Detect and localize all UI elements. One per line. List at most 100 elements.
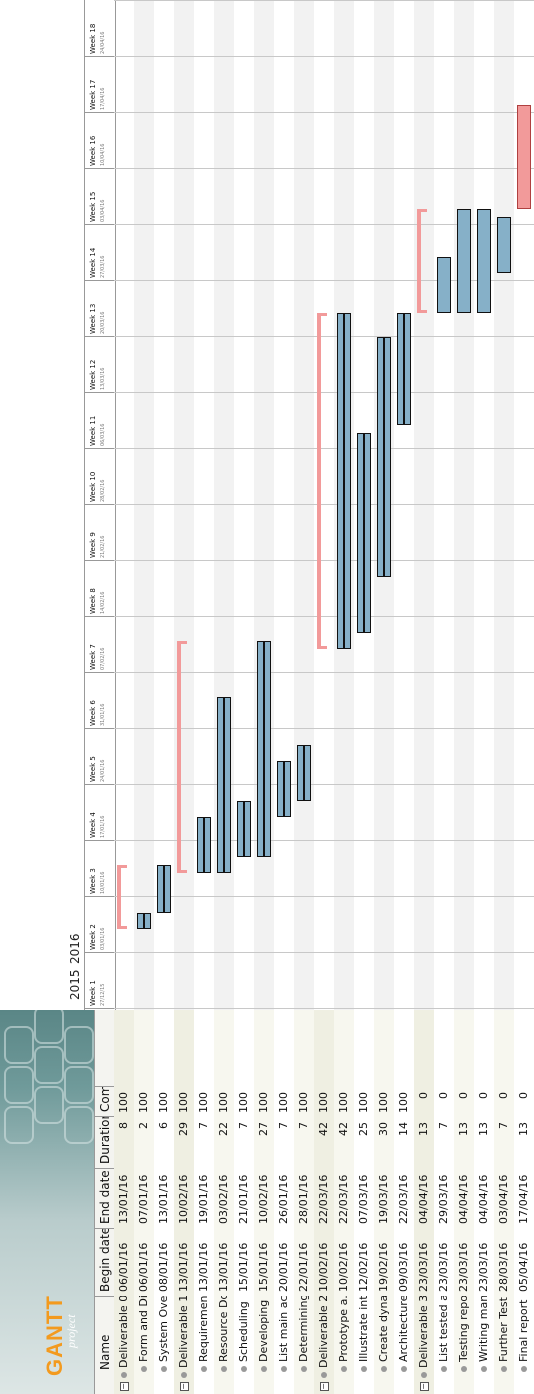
task-bar[interactable] <box>217 697 231 873</box>
task-bullet-icon <box>301 1366 307 1372</box>
summary-bar[interactable] <box>117 865 121 929</box>
task-name[interactable]: Writing man... <box>477 1296 490 1362</box>
task-bar[interactable] <box>337 313 351 649</box>
table-row[interactable]: Illustrate int... 12/02/16 07/03/16 25 100 <box>354 1010 374 1394</box>
task-bar[interactable] <box>377 337 391 577</box>
task-name[interactable]: Requirements <box>197 1296 210 1362</box>
task-bar[interactable] <box>277 761 291 817</box>
task-end: 03/02/16 <box>217 1174 230 1224</box>
task-bullet-icon <box>261 1366 267 1372</box>
task-name[interactable]: Deliverable 3 <box>417 1296 430 1368</box>
task-begin: 23/03/16 <box>437 1242 450 1292</box>
collapse-toggle-icon[interactable]: − <box>119 1382 129 1391</box>
task-name[interactable]: Create dyna... <box>377 1296 390 1362</box>
collapse-toggle-icon[interactable]: − <box>179 1382 189 1391</box>
week-label: Week 18 <box>89 23 97 54</box>
task-name[interactable]: Final report <box>517 1299 530 1362</box>
task-bar[interactable] <box>197 817 211 873</box>
column-header-duration[interactable]: Duration <box>95 1116 115 1168</box>
task-name[interactable]: List tested a... <box>437 1296 450 1362</box>
task-name[interactable]: Deliverable 2 <box>317 1296 330 1368</box>
task-bar[interactable] <box>497 217 511 273</box>
gantt-logo: GANTT project <box>0 1010 94 1394</box>
task-bar[interactable] <box>257 641 271 857</box>
task-complete: 0 <box>417 1092 430 1099</box>
table-row[interactable]: Scheduling 15/01/16 21/01/16 7 100 <box>234 1010 254 1394</box>
column-header-begin[interactable]: Begin date <box>95 1228 115 1296</box>
task-begin: 23/03/16 <box>477 1242 490 1292</box>
task-name[interactable]: List main ac... <box>277 1296 290 1362</box>
task-bar[interactable] <box>237 801 251 857</box>
table-row[interactable]: − Deliverable 3 23/03/16 04/04/16 13 0 <box>414 1010 434 1394</box>
table-row[interactable]: − Deliverable 0 06/01/16 13/01/16 8 100 <box>114 1010 134 1394</box>
task-end: 03/04/16 <box>497 1174 510 1224</box>
task-name[interactable]: Deliverable 0 <box>117 1296 130 1368</box>
summary-bar[interactable] <box>417 209 421 313</box>
table-row[interactable]: Further Testi... 28/03/16 03/04/16 7 0 <box>494 1010 514 1394</box>
task-bar[interactable] <box>397 313 411 425</box>
summary-bar[interactable] <box>177 641 181 873</box>
task-name[interactable]: Prototype a... <box>337 1296 350 1362</box>
task-complete: 100 <box>317 1092 330 1113</box>
task-name[interactable]: Deliverable 1 <box>177 1296 190 1368</box>
table-row[interactable]: Writing man... 23/03/16 04/04/16 13 0 <box>474 1010 494 1394</box>
task-name[interactable]: Form and Di... <box>137 1296 150 1362</box>
week-label: Week 1 <box>89 980 97 1006</box>
column-header-complete[interactable]: Comple... <box>95 1086 115 1116</box>
table-row[interactable]: Requirements 13/01/16 19/01/16 7 100 <box>194 1010 214 1394</box>
task-bar[interactable] <box>137 913 151 929</box>
table-row[interactable]: Resource Do... 13/01/16 03/02/16 22 100 <box>214 1010 234 1394</box>
task-name[interactable]: Testing report <box>457 1296 470 1362</box>
task-name[interactable]: Developing ... <box>257 1296 270 1362</box>
task-duration: 27 <box>257 1122 270 1136</box>
task-bar[interactable] <box>457 209 471 313</box>
week-gridline <box>114 168 534 169</box>
task-name[interactable]: Determining... <box>297 1296 310 1362</box>
chart-row <box>274 0 294 1010</box>
task-end: 04/04/16 <box>417 1174 430 1224</box>
table-row[interactable]: − Deliverable 2 10/02/16 22/03/16 42 100 <box>314 1010 334 1394</box>
task-name[interactable]: Architecture... <box>397 1296 410 1362</box>
task-name[interactable]: Resource Do... <box>217 1296 230 1362</box>
task-end: 19/03/16 <box>377 1174 390 1224</box>
task-name[interactable]: Scheduling <box>237 1301 250 1362</box>
table-row[interactable]: List main ac... 20/01/16 26/01/16 7 100 <box>274 1010 294 1394</box>
task-name[interactable]: Further Testi... <box>497 1296 510 1362</box>
logo-subtext: project <box>64 1314 78 1348</box>
task-bar[interactable] <box>477 209 491 313</box>
week-label: Week 17 <box>89 79 97 110</box>
table-row[interactable]: Create dyna... 19/02/16 19/03/16 30 100 <box>374 1010 394 1394</box>
collapse-toggle-icon[interactable]: − <box>319 1382 329 1391</box>
task-complete: 100 <box>397 1092 410 1113</box>
task-name[interactable]: Illustrate int... <box>357 1296 370 1362</box>
task-bar[interactable] <box>297 745 311 801</box>
table-row[interactable]: Final report 05/04/16 17/04/16 13 0 <box>514 1010 534 1394</box>
final-task-bar[interactable] <box>517 105 531 209</box>
collapse-toggle-icon[interactable]: − <box>419 1382 429 1391</box>
table-row[interactable]: Determining... 22/01/16 28/01/16 7 100 <box>294 1010 314 1394</box>
table-row[interactable]: Developing ... 15/01/16 10/02/16 27 100 <box>254 1010 274 1394</box>
task-name[interactable]: System Over... <box>157 1296 170 1362</box>
task-bar[interactable] <box>157 865 171 913</box>
column-header-end[interactable]: End date <box>95 1168 115 1228</box>
table-row[interactable]: System Over... 08/01/16 13/01/16 6 100 <box>154 1010 174 1394</box>
table-row[interactable]: Architecture... 09/03/16 22/03/16 14 100 <box>394 1010 414 1394</box>
table-row[interactable]: List tested a... 23/03/16 29/03/16 7 0 <box>434 1010 454 1394</box>
table-row[interactable]: − Deliverable 1 13/01/16 10/02/16 29 100 <box>174 1010 194 1394</box>
week-header-cell: Week 8 14/02/16 <box>85 561 115 617</box>
table-row[interactable]: Prototype a... 10/02/16 22/03/16 42 100 <box>334 1010 354 1394</box>
task-end: 10/02/16 <box>257 1174 270 1224</box>
week-label: Week 8 <box>89 588 97 614</box>
task-bar[interactable] <box>437 257 451 313</box>
task-bullet-icon <box>161 1366 167 1372</box>
table-row[interactable]: Form and Di... 06/01/16 07/01/16 2 100 <box>134 1010 154 1394</box>
column-header-name[interactable]: Name <box>95 1296 115 1394</box>
task-duration: 30 <box>377 1122 390 1136</box>
table-row[interactable]: Testing report 23/03/16 04/04/16 13 0 <box>454 1010 474 1394</box>
task-bar[interactable] <box>357 433 371 633</box>
task-begin: 19/02/16 <box>377 1242 390 1292</box>
task-bullet-icon <box>221 1366 227 1372</box>
summary-bar[interactable] <box>317 313 321 649</box>
task-duration: 29 <box>177 1122 190 1136</box>
